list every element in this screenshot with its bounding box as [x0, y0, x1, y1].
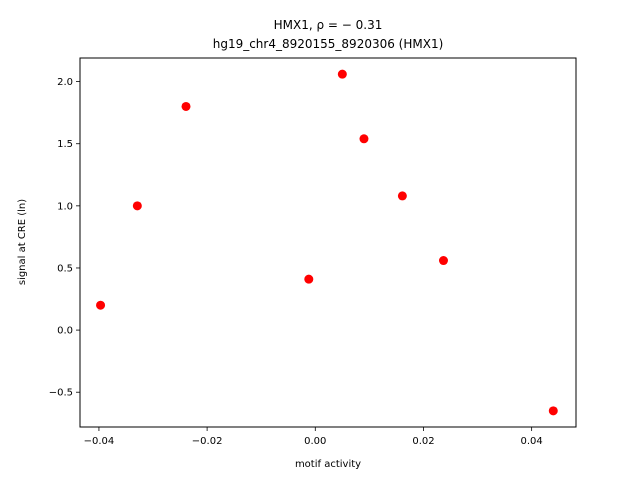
- data-point: [397, 191, 407, 201]
- data-point: [304, 274, 314, 284]
- chart-title-line2: hg19_chr4_8920155_8920306 (HMX1): [213, 37, 444, 51]
- y-tick-label: 1.5: [57, 139, 73, 150]
- x-axis-label: motif activity: [295, 459, 361, 470]
- x-tick-label: −0.02: [192, 436, 223, 447]
- data-point: [438, 256, 448, 266]
- y-tick-label: −0.5: [49, 388, 73, 399]
- data-point: [337, 69, 347, 79]
- x-tick-label: 0.04: [521, 436, 543, 447]
- data-points: [96, 69, 558, 416]
- data-point: [548, 406, 558, 416]
- data-point: [359, 134, 369, 144]
- y-axis-label: signal at CRE (ln): [17, 199, 28, 285]
- x-axis-ticks: −0.04 −0.02 0.00 0.02 0.04: [84, 427, 543, 447]
- x-tick-label: −0.04: [84, 436, 115, 447]
- chart-title-line1: HMX1, ρ = − 0.31: [274, 18, 383, 32]
- y-tick-label: 2.0: [57, 77, 73, 88]
- y-tick-label: 0.0: [57, 326, 73, 337]
- plot-frame: [79, 57, 577, 428]
- data-point: [181, 101, 191, 111]
- x-tick-label: 0.00: [304, 436, 326, 447]
- y-tick-label: 0.5: [57, 263, 73, 274]
- y-axis-ticks: −0.5 0.0 0.5 1.0 1.5 2.0: [49, 77, 80, 399]
- x-tick-label: 0.02: [412, 436, 434, 447]
- y-tick-label: 1.0: [57, 201, 73, 212]
- data-point: [96, 300, 106, 310]
- data-point: [132, 201, 142, 211]
